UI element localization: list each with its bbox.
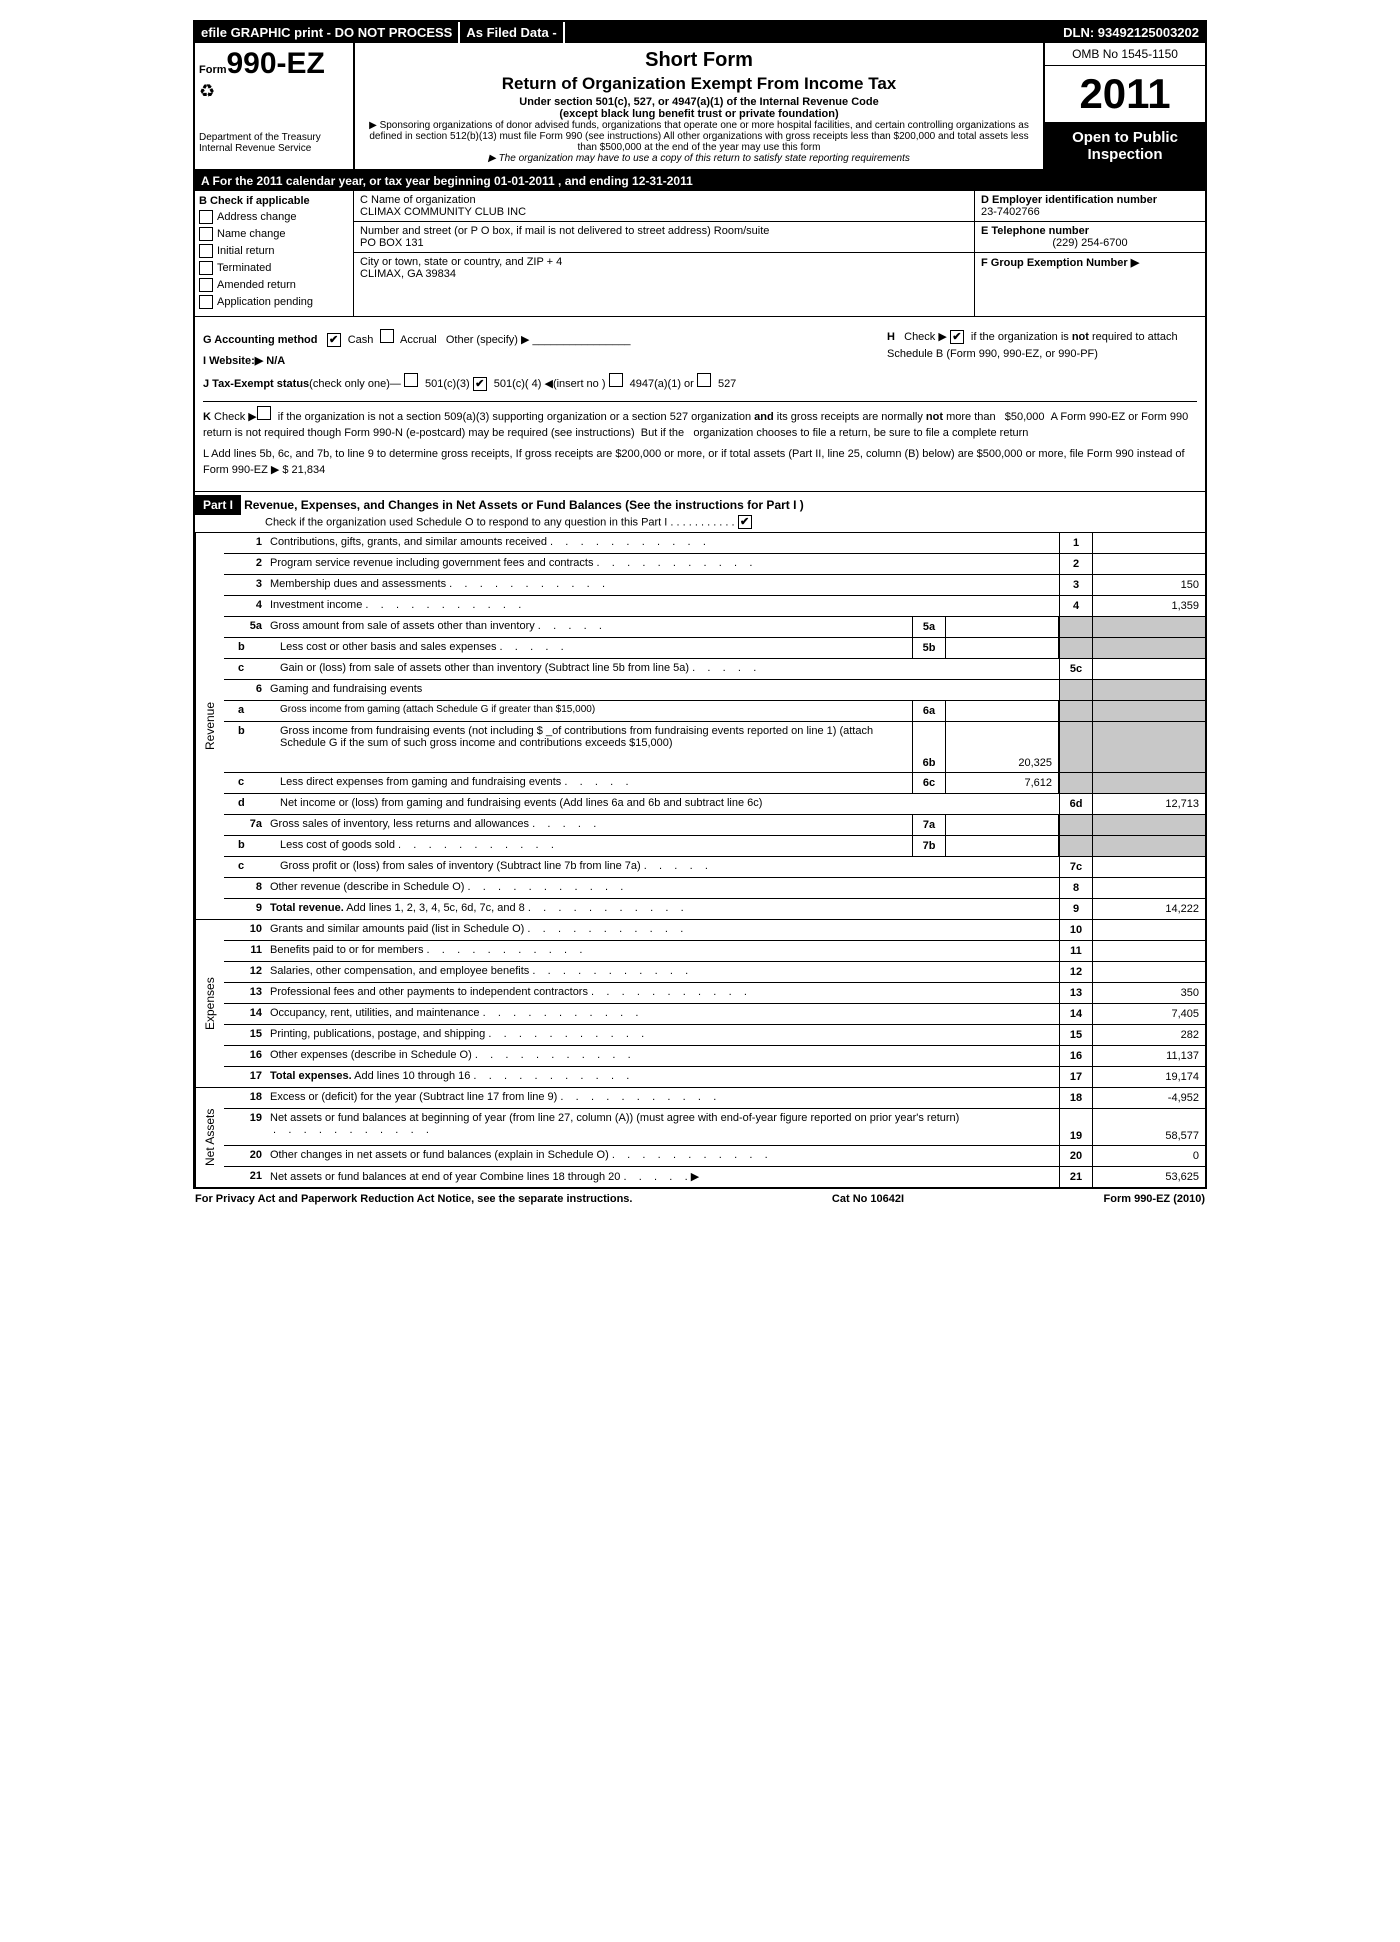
val-13: 350 bbox=[1092, 983, 1205, 1003]
val-16: 11,137 bbox=[1092, 1046, 1205, 1066]
net-assets-label: Net Assets bbox=[195, 1088, 224, 1187]
short-form-title: Short Form bbox=[359, 49, 1039, 72]
privacy-notice: For Privacy Act and Paperwork Reduction … bbox=[195, 1193, 632, 1205]
cb-terminated[interactable] bbox=[199, 261, 213, 275]
part-i-header: Part I Revenue, Expenses, and Changes in… bbox=[195, 491, 1205, 533]
org-city: CLIMAX, GA 39834 bbox=[360, 268, 968, 280]
part-i-label: Part I bbox=[195, 495, 241, 515]
header-center: Short Form Return of Organization Exempt… bbox=[355, 43, 1043, 169]
revenue-label: Revenue bbox=[195, 533, 224, 919]
omb-number: OMB No 1545-1150 bbox=[1045, 43, 1205, 66]
f-label: F Group Exemption Number ▶ bbox=[981, 256, 1199, 269]
addr-label: Number and street (or P O box, if mail i… bbox=[360, 225, 968, 237]
val-17: 19,174 bbox=[1092, 1067, 1205, 1087]
val-15: 282 bbox=[1092, 1025, 1205, 1045]
c-label: C Name of organization bbox=[360, 194, 968, 206]
cb-name-change[interactable] bbox=[199, 227, 213, 241]
line-l: L Add lines 5b, 6c, and 7b, to line 9 to… bbox=[203, 446, 1197, 479]
val-9: 14,222 bbox=[1092, 899, 1205, 919]
expenses-label: Expenses bbox=[195, 920, 224, 1087]
header-left: Form990-EZ ♻ Department of the Treasury … bbox=[195, 43, 355, 169]
form-990ez: efile GRAPHIC print - DO NOT PROCESS As … bbox=[193, 20, 1207, 1189]
form-number: 990-EZ bbox=[227, 47, 325, 80]
cb-501c[interactable]: ✔ bbox=[473, 377, 487, 391]
cb-amended[interactable] bbox=[199, 278, 213, 292]
d-label: D Employer identification number bbox=[981, 194, 1199, 206]
info-block: G Accounting method ✔ Cash Accrual Other… bbox=[195, 317, 1205, 491]
val-3: 150 bbox=[1092, 575, 1205, 595]
org-address: PO BOX 131 bbox=[360, 237, 968, 249]
note1: ▶ Sponsoring organizations of donor advi… bbox=[359, 120, 1039, 153]
part-i-check: Check if the organization used Schedule … bbox=[195, 515, 1205, 529]
city-label: City or town, state or country, and ZIP … bbox=[360, 256, 968, 268]
ein: 23-7402766 bbox=[981, 206, 1199, 218]
org-name: CLIMAX COMMUNITY CLUB INC bbox=[360, 206, 968, 218]
cb-accrual[interactable] bbox=[380, 329, 394, 343]
header: Form990-EZ ♻ Department of the Treasury … bbox=[195, 43, 1205, 171]
part-i-title: Revenue, Expenses, and Changes in Net As… bbox=[244, 498, 804, 512]
col-b-org-info: C Name of organization CLIMAX COMMUNITY … bbox=[354, 191, 974, 316]
top-bar: efile GRAPHIC print - DO NOT PROCESS As … bbox=[195, 22, 1205, 43]
recycle-icon: ♻ bbox=[199, 81, 349, 102]
val-14: 7,405 bbox=[1092, 1004, 1205, 1024]
line-h: H Check ▶ ✔ if the organization is not r… bbox=[887, 329, 1197, 362]
line-a: A For the 2011 calendar year, or tax yea… bbox=[195, 171, 1205, 191]
form-prefix: Form bbox=[199, 64, 227, 76]
val-6c: 7,612 bbox=[946, 773, 1059, 793]
cb-501c3[interactable] bbox=[404, 373, 418, 387]
tax-year: 2011 bbox=[1045, 66, 1205, 123]
form-ref: Form 990-EZ (2010) bbox=[1104, 1193, 1205, 1205]
header-right: OMB No 1545-1150 2011 Open to Public Ins… bbox=[1043, 43, 1205, 169]
col-b-right: D Employer identification number 23-7402… bbox=[974, 191, 1205, 316]
line-i: I Website:▶ N/A bbox=[203, 353, 877, 370]
line-j: J Tax-Exempt status(check only one)— 501… bbox=[203, 373, 877, 393]
efile-notice: efile GRAPHIC print - DO NOT PROCESS bbox=[195, 22, 460, 43]
line-k: K Check ▶ if the organization is not a s… bbox=[203, 401, 1197, 442]
val-20: 0 bbox=[1092, 1146, 1205, 1166]
line-g: G Accounting method ✔ Cash Accrual Other… bbox=[203, 329, 877, 349]
cb-schedule-o[interactable]: ✔ bbox=[738, 515, 752, 529]
dln: DLN: 93492125003202 bbox=[1057, 22, 1205, 43]
cb-address-change[interactable] bbox=[199, 210, 213, 224]
subtitle2: (except black lung benefit trust or priv… bbox=[359, 108, 1039, 120]
e-label: E Telephone number bbox=[981, 225, 1199, 237]
val-6d: 12,713 bbox=[1092, 794, 1205, 814]
main-title: Return of Organization Exempt From Incom… bbox=[359, 74, 1039, 94]
net-assets-section: Net Assets 18 Excess or (deficit) for th… bbox=[195, 1087, 1205, 1187]
open-inspection: Open to Public Inspection bbox=[1045, 123, 1205, 169]
expenses-section: Expenses 10 Grants and similar amounts p… bbox=[195, 919, 1205, 1087]
val-4: 1,359 bbox=[1092, 596, 1205, 616]
val-21: 53,625 bbox=[1092, 1167, 1205, 1187]
b-title: B Check if applicable bbox=[199, 195, 349, 207]
dept-treasury: Department of the Treasury bbox=[199, 132, 349, 143]
cat-no: Cat No 10642I bbox=[832, 1193, 904, 1205]
val-19: 58,577 bbox=[1092, 1109, 1205, 1145]
val-6b: 20,325 bbox=[946, 722, 1059, 772]
cb-pending[interactable] bbox=[199, 295, 213, 309]
revenue-section: Revenue 1 Contributions, gifts, grants, … bbox=[195, 533, 1205, 919]
as-filed: As Filed Data - bbox=[460, 22, 564, 43]
col-b-checkboxes: B Check if applicable Address change Nam… bbox=[195, 191, 354, 316]
telephone: (229) 254-6700 bbox=[981, 237, 1199, 249]
subtitle1: Under section 501(c), 527, or 4947(a)(1)… bbox=[359, 96, 1039, 108]
cb-schedule-b[interactable]: ✔ bbox=[950, 330, 964, 344]
cb-cash[interactable]: ✔ bbox=[327, 333, 341, 347]
val-18: -4,952 bbox=[1092, 1088, 1205, 1108]
cb-4947[interactable] bbox=[609, 373, 623, 387]
cb-initial-return[interactable] bbox=[199, 244, 213, 258]
cb-527[interactable] bbox=[697, 373, 711, 387]
section-b: B Check if applicable Address change Nam… bbox=[195, 191, 1205, 317]
irs: Internal Revenue Service bbox=[199, 143, 349, 154]
cb-k[interactable] bbox=[257, 406, 271, 420]
footer: For Privacy Act and Paperwork Reduction … bbox=[189, 1189, 1211, 1209]
note2: ▶ The organization may have to use a cop… bbox=[359, 153, 1039, 164]
